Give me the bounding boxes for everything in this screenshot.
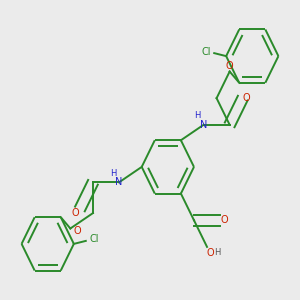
Text: H: H [194, 111, 200, 120]
Text: H: H [214, 248, 221, 257]
Text: Cl: Cl [89, 234, 99, 244]
Text: Cl: Cl [202, 46, 211, 57]
Text: H: H [110, 169, 117, 178]
Text: O: O [221, 215, 228, 225]
Text: N: N [116, 177, 123, 187]
Text: O: O [74, 226, 82, 236]
Text: O: O [72, 208, 79, 218]
Text: N: N [200, 120, 207, 130]
Text: O: O [226, 61, 233, 70]
Text: O: O [206, 248, 214, 258]
Text: O: O [242, 93, 250, 103]
